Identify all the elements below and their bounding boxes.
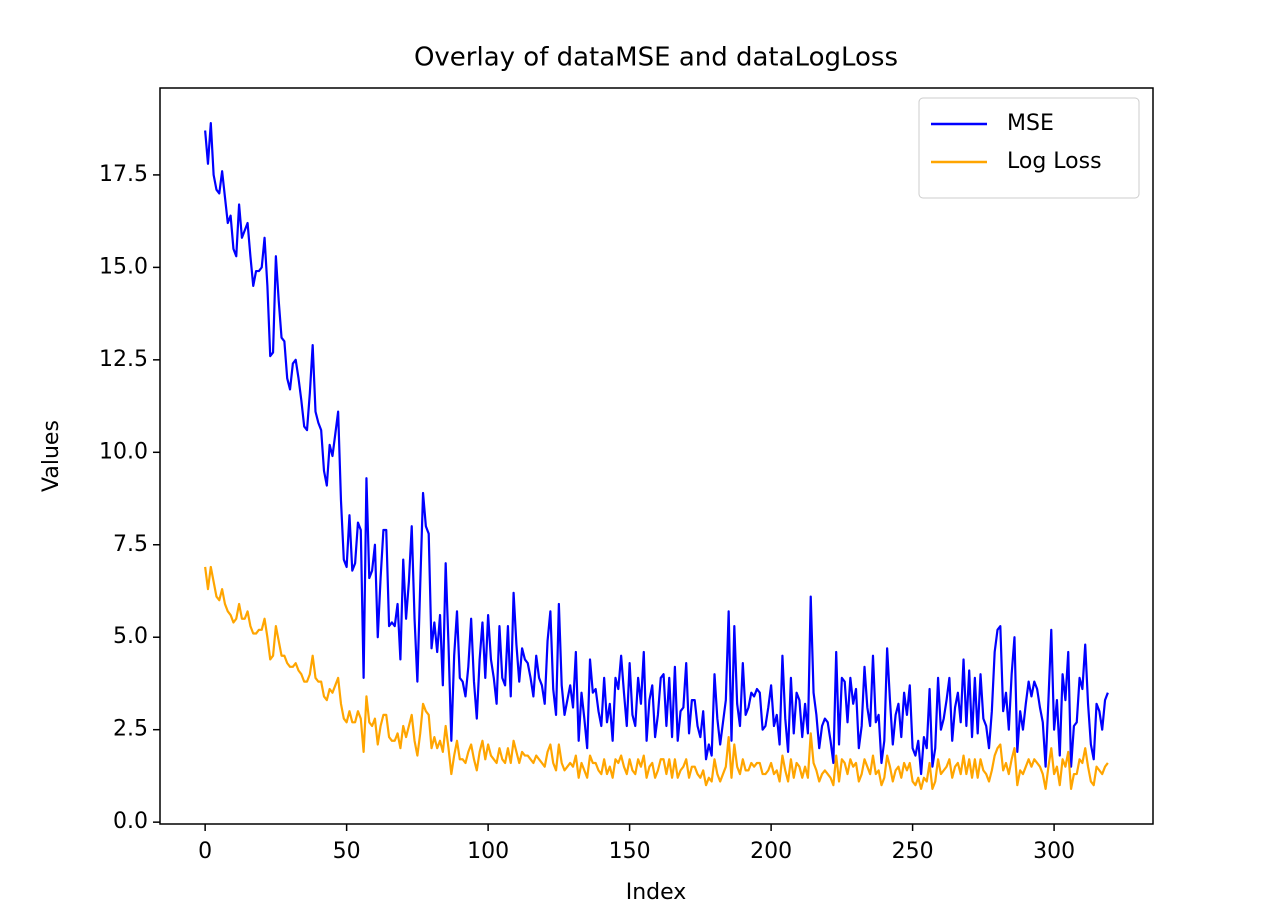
x-tick-label: 50 — [333, 839, 361, 864]
x-tick-label: 300 — [1033, 839, 1075, 864]
y-tick-label: 15.0 — [99, 254, 148, 279]
plot-frame — [159, 87, 1154, 825]
legend-label: Log Loss — [1007, 149, 1102, 174]
chart-title: Overlay of dataMSE and dataLogLoss — [414, 43, 898, 73]
x-tick-label: 150 — [609, 839, 651, 864]
x-tick-label: 0 — [198, 839, 212, 864]
y-tick-label: 2.5 — [113, 717, 148, 742]
y-tick-label: 5.0 — [113, 624, 148, 649]
y-tick-label: 0.0 — [113, 809, 148, 834]
y-axis-label: Values — [39, 420, 64, 492]
y-tick-label: 7.5 — [113, 532, 148, 557]
x-axis-label: Index — [626, 880, 687, 905]
x-tick-label: 100 — [467, 839, 509, 864]
x-tick-label: 250 — [892, 839, 934, 864]
data-line — [204, 122, 1109, 776]
x-tick-label: 200 — [750, 839, 792, 864]
y-tick-label: 10.0 — [99, 439, 148, 464]
legend-label: MSE — [1007, 111, 1054, 136]
y-tick-label: 12.5 — [99, 347, 148, 372]
data-line — [204, 565, 1109, 790]
y-tick-label: 17.5 — [99, 162, 148, 187]
